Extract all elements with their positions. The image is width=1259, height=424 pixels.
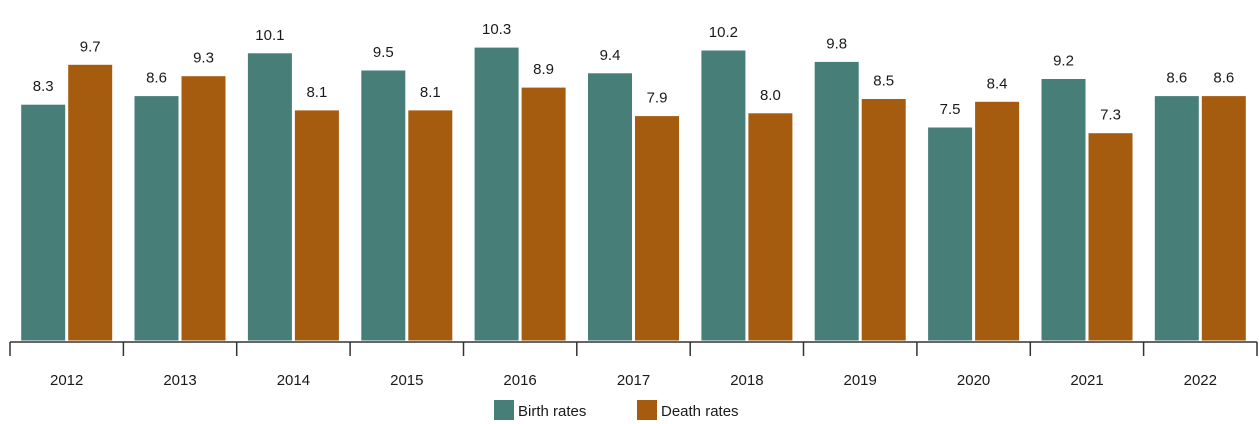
x-tick-label-2018: 2018: [730, 372, 763, 389]
x-tick-label-2015: 2015: [390, 372, 423, 389]
bar-birth-rates-2013: [133, 95, 180, 342]
bar-death-rates-2012: [67, 63, 114, 342]
x-axis: 2012 2013 2014 2015 2016 2017 2018 2019 2020 2021…: [9, 341, 1258, 389]
bar-birth-rates-2020: [927, 126, 974, 342]
x-tick-label-2019: 2019: [844, 372, 877, 389]
value-label-birth-rates-2016: 10.3: [482, 21, 511, 38]
value-label-birth-rates-2021: 9.2: [1053, 53, 1074, 70]
legend: Birth rates Death rates: [494, 400, 739, 420]
legend-label-death-rates: Death rates: [661, 403, 739, 420]
bar-death-rates-2021: [1087, 132, 1134, 342]
bar-birth-rates-2019: [813, 60, 860, 342]
bar-death-rates-2018: [747, 112, 794, 342]
value-label-birth-rates-2015: 9.5: [373, 44, 394, 61]
value-label-birth-rates-2012: 8.3: [33, 78, 54, 95]
value-label-birth-rates-2014: 10.1: [255, 27, 284, 44]
x-tick-label-2021: 2021: [1070, 372, 1103, 389]
bar-death-rates-2013: [180, 75, 227, 342]
bar-birth-rates-2012: [20, 103, 67, 342]
bar-birth-rates-2014: [246, 52, 293, 342]
bar-death-rates-2020: [974, 100, 1021, 342]
bar-birth-rates-2022: [1153, 95, 1200, 342]
value-label-death-rates-2015: 8.1: [420, 84, 441, 101]
value-label-birth-rates-2017: 9.4: [600, 47, 621, 64]
value-label-death-rates-2021: 7.3: [1100, 107, 1121, 124]
x-tick-label-2020: 2020: [957, 372, 990, 389]
bar-death-rates-2016: [520, 86, 567, 342]
bar-death-rates-2022: [1200, 95, 1247, 342]
x-tick-label-2022: 2022: [1184, 372, 1217, 389]
legend-swatch-death-rates: [637, 400, 657, 420]
bar-birth-rates-2021: [1040, 78, 1087, 342]
value-label-birth-rates-2018: 10.2: [709, 24, 738, 41]
value-label-death-rates-2016: 8.9: [533, 61, 554, 78]
bar-death-rates-2014: [293, 109, 340, 342]
value-labels-group: 8.3 9.7 8.6 9.3 10.1 8.1 9.5 8.1 10.3 8.9 9.4 7.9 10…: [33, 21, 1234, 124]
x-tick-label-2012: 2012: [50, 372, 83, 389]
bar-birth-rates-2017: [587, 72, 633, 342]
value-label-birth-rates-2013: 8.6: [146, 70, 167, 87]
value-label-birth-rates-2020: 7.5: [940, 101, 961, 118]
legend-swatch-birth-rates: [494, 400, 514, 420]
bar-birth-rates-2015: [360, 69, 407, 342]
x-tick-label-2013: 2013: [163, 372, 196, 389]
legend-label-birth-rates: Birth rates: [518, 403, 586, 420]
value-label-death-rates-2012: 9.7: [80, 38, 101, 55]
x-tick-label-2016: 2016: [503, 372, 536, 389]
bar-birth-rates-2018: [700, 49, 747, 342]
bars-group: [20, 46, 1247, 342]
bar-death-rates-2019: [860, 98, 907, 342]
x-tick-label-2014: 2014: [277, 372, 310, 389]
value-label-birth-rates-2022: 8.6: [1166, 70, 1187, 87]
value-label-death-rates-2018: 8.0: [760, 87, 781, 104]
value-label-death-rates-2014: 8.1: [306, 84, 327, 101]
bar-death-rates-2015: [407, 109, 454, 342]
value-label-death-rates-2019: 8.5: [873, 73, 894, 90]
value-label-death-rates-2017: 7.9: [647, 90, 668, 107]
value-label-birth-rates-2019: 9.8: [826, 35, 847, 52]
value-label-death-rates-2013: 9.3: [193, 50, 214, 67]
value-label-death-rates-2020: 8.4: [987, 75, 1008, 92]
bar-birth-rates-2016: [473, 46, 520, 342]
bar-death-rates-2017: [634, 115, 680, 342]
x-tick-label-2017: 2017: [617, 372, 650, 389]
value-label-death-rates-2022: 8.6: [1213, 70, 1234, 87]
